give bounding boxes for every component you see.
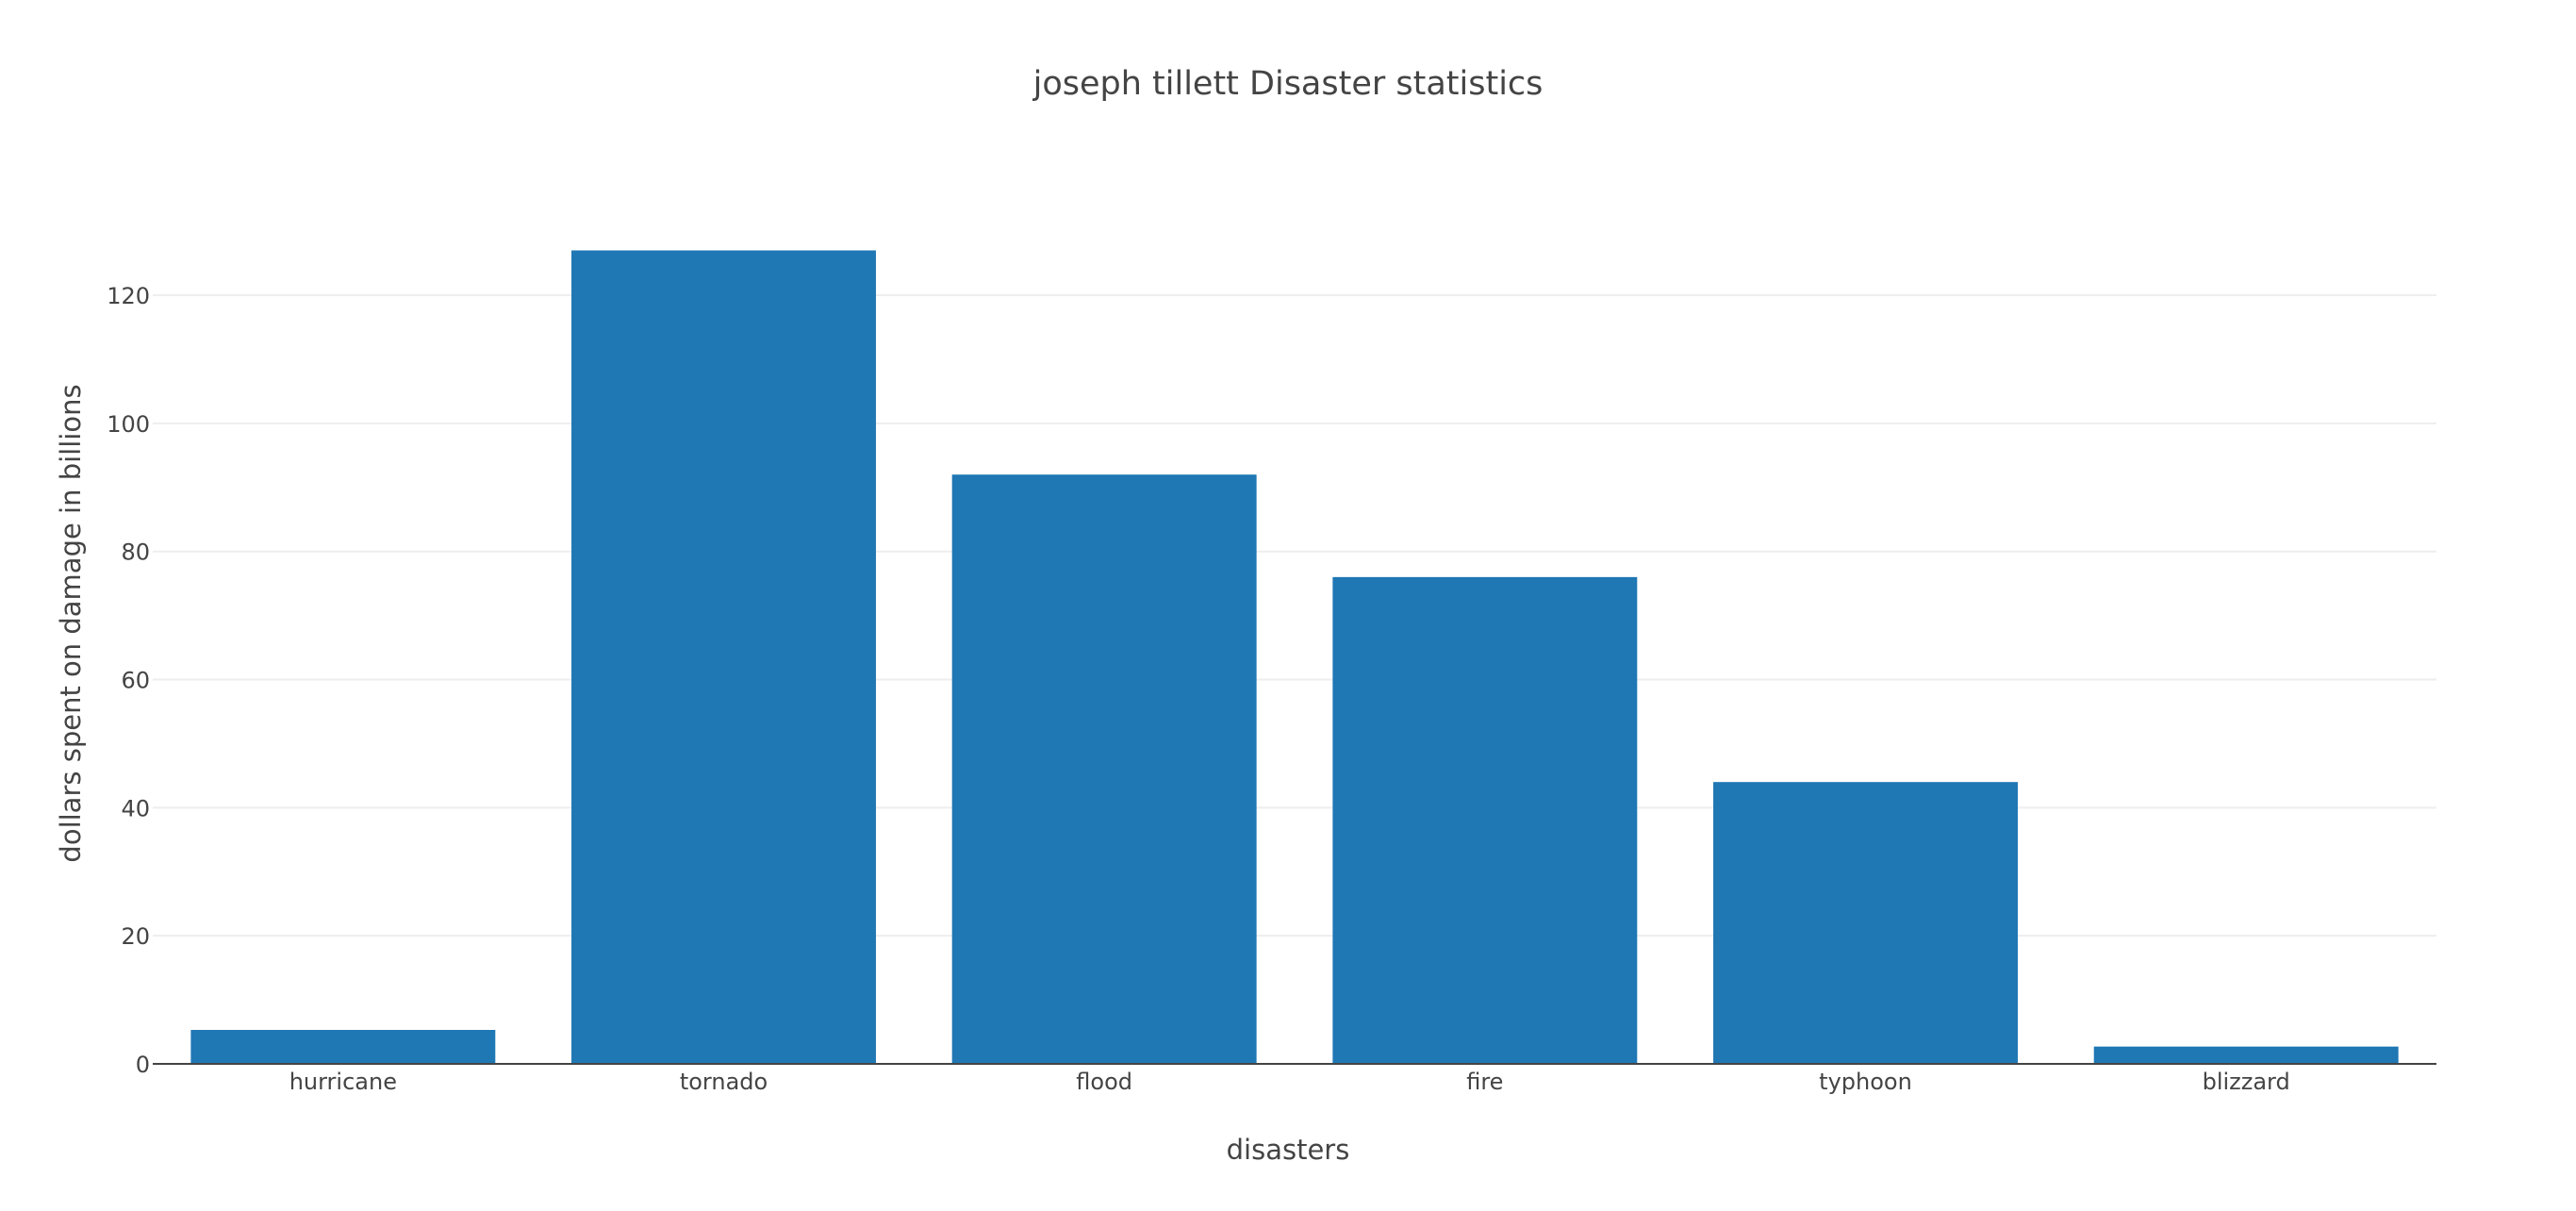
x-tick-label-tornado: tornado — [680, 1069, 768, 1095]
y-tick-label: 40 — [121, 795, 150, 821]
bar-fire — [1332, 576, 1638, 1064]
y-tick-label: 120 — [107, 283, 150, 309]
bar-typhoon — [1713, 782, 2018, 1064]
y-tick-label: 100 — [107, 411, 150, 438]
bars — [190, 250, 2399, 1065]
chart-title: joseph tillett Disaster statistics — [1032, 65, 1544, 103]
bar-tornado — [571, 250, 876, 1065]
bar-blizzard — [2093, 1046, 2399, 1064]
y-axis-title: dollars spent on damage in billions — [55, 384, 87, 862]
x-axis-title: disasters — [1227, 1134, 1350, 1166]
x-tick-label-blizzard: blizzard — [2203, 1069, 2290, 1095]
y-tick-label: 80 — [121, 539, 150, 566]
y-tick-label: 20 — [121, 923, 150, 950]
bar-flood — [951, 474, 1257, 1064]
x-tick-label-flood: flood — [1076, 1069, 1132, 1095]
gridlines — [153, 294, 2436, 937]
x-tick-labels: hurricane tornado flood fire typhoon blizzard — [289, 1069, 2290, 1095]
bar-hurricane — [190, 1030, 496, 1064]
x-tick-label-typhoon: typhoon — [1819, 1069, 1912, 1095]
x-tick-label-fire: fire — [1466, 1069, 1503, 1095]
y-tick-labels: 0 20 40 60 80 100 120 — [107, 283, 150, 1078]
x-tick-label-hurricane: hurricane — [289, 1069, 397, 1095]
y-tick-label: 0 — [136, 1052, 150, 1078]
y-tick-label: 60 — [121, 668, 150, 694]
